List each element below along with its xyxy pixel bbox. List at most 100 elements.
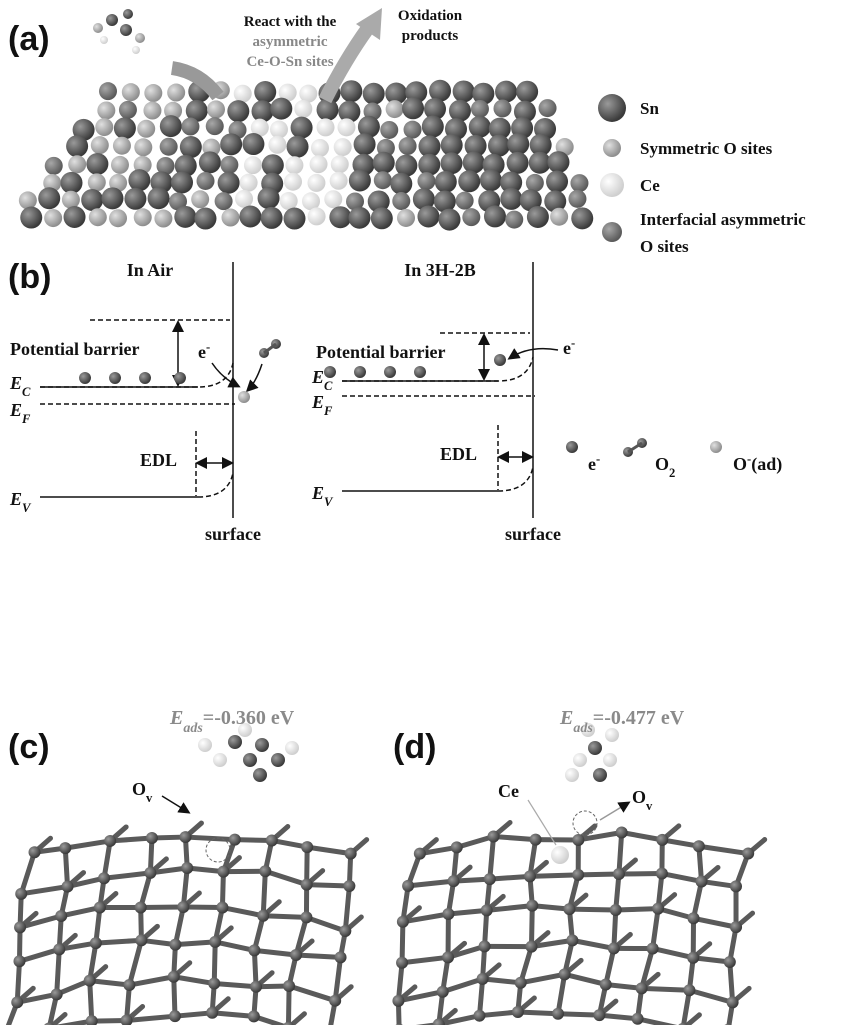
atom [154,210,172,228]
lattice-atom [169,939,181,951]
legend-text-rest: (ad) [751,454,782,475]
electron [324,366,336,378]
atom [101,187,123,209]
atom [215,192,233,210]
lattice-bond [174,977,214,984]
vacancy-label-main: O [132,779,146,799]
lattice-bond [443,979,483,992]
ev-label-sub: V [324,495,334,509]
edl-label: EDL [440,444,477,464]
vacancy-label-main: O [632,787,646,807]
lattice-atom [484,873,496,885]
lattice-bond [572,940,613,948]
molecule-atom [100,36,108,44]
lattice-atom [552,1008,564,1020]
lattice-atom [29,846,41,858]
electron [414,366,426,378]
atom [422,116,444,138]
lattice-atom [696,875,708,887]
legend-text: Sn [640,99,659,118]
atom [308,207,326,225]
lattice-atom [13,955,25,967]
lattice-bond [307,847,350,853]
atom [207,100,225,118]
atom [194,208,216,230]
lattice-bond [289,986,335,1001]
atom [88,173,106,191]
atom [390,173,412,195]
legend-text-main: O [733,454,747,474]
ec-band [40,363,233,387]
atom [174,206,196,228]
lattice-atom [98,872,110,884]
atom [128,169,150,191]
lattice-atom [477,973,489,985]
atom [507,133,529,155]
lattice-bond [490,837,494,880]
atom [317,99,339,121]
atom [81,189,103,211]
atom [449,100,471,122]
atom [19,191,37,209]
lattice-bond [494,837,536,840]
electron-label-sup: - [206,340,210,354]
lattice-bond [619,832,622,874]
atom [418,154,440,176]
atom [505,211,523,229]
lattice-atom [177,901,189,913]
atom [171,171,193,193]
lattice-atom [94,902,106,914]
arrow-text: React with the [244,14,337,30]
lattice-atom [168,971,180,983]
atom [261,207,283,229]
lattice-atom [181,862,193,874]
lattice-bond [699,846,748,853]
ce-atom [551,846,569,864]
lattice-atom [442,908,454,920]
lattice-bond [214,984,256,987]
lattice-bond [490,876,530,879]
molecule-atom [123,9,133,19]
atom [329,206,351,228]
lattice-atom [656,868,668,880]
lattice-atom [248,944,260,956]
molecule-atom [106,14,118,26]
atom [119,101,137,119]
atom [550,208,568,226]
arrow-text: Oxidation [398,8,463,24]
atom [206,117,224,135]
lattice-bond [518,1012,558,1014]
atom [268,136,286,154]
lattice-bond [642,988,690,990]
atom [349,170,371,192]
lattice-bond [57,949,60,994]
atom [234,85,252,103]
molecule-atom [120,24,132,36]
lattice-bond [662,874,702,882]
lattice-bond [408,881,453,886]
atom [417,172,435,190]
lattice-atom [687,952,699,964]
atom [134,208,152,226]
lattice-atom [526,900,538,912]
lattice-atom [209,936,221,948]
atom [546,171,568,193]
lattice-atom [290,949,302,961]
lattice-atom [563,903,575,915]
adsorption-energy-main: E [169,707,183,729]
lattice-atom [266,834,278,846]
lattice-atom [217,866,229,878]
atom [144,84,162,102]
atom [571,207,593,229]
lattice-bond [21,887,67,894]
lattice-atom [301,879,313,891]
molecule-atom [135,33,145,43]
atom [435,171,457,193]
lattice-atom [216,902,228,914]
lattice-bond [531,906,532,947]
ev-label-main: E [9,489,22,509]
lattice-atom [656,834,668,846]
atom [456,192,474,210]
lattice-bond [185,837,234,840]
lattice-atom [169,1010,181,1022]
